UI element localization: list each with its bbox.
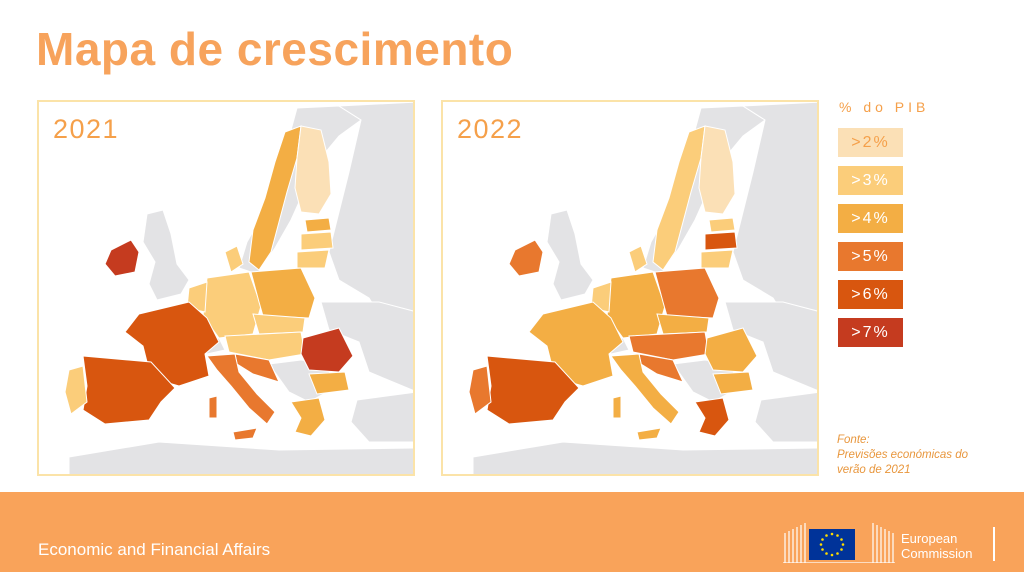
- ireland: [104, 239, 140, 277]
- austria-hungary: [628, 331, 710, 361]
- greece: [290, 397, 326, 437]
- brand-name: European Commission: [901, 531, 973, 561]
- poland: [250, 267, 316, 319]
- africa-region: [68, 441, 413, 474]
- lithuania: [296, 249, 330, 269]
- turkey-region: [754, 392, 817, 443]
- legend-item: >3%: [838, 166, 903, 195]
- page-title: Mapa de crescimento: [36, 23, 514, 75]
- portugal: [64, 365, 88, 415]
- russia-region: [732, 102, 817, 333]
- bulgaria: [712, 371, 754, 395]
- legend-item: >2%: [838, 128, 903, 157]
- czechia-slovakia: [656, 313, 710, 335]
- map-2021: [64, 102, 413, 474]
- eu-stars-icon: [819, 532, 845, 557]
- estonia: [708, 217, 736, 233]
- map-panel-2021: 2021: [37, 100, 415, 476]
- source-line-2: verão de 2021: [837, 464, 911, 476]
- legend-item: >6%: [838, 280, 903, 309]
- legend-item: >5%: [838, 242, 903, 271]
- map-year-2021: 2021: [53, 114, 120, 144]
- ireland: [508, 239, 544, 277]
- finland: [698, 125, 736, 215]
- latvia: [704, 231, 738, 251]
- source-label: Fonte:: [837, 434, 870, 446]
- brand-line-1: European: [901, 531, 958, 546]
- sardinia: [612, 395, 622, 419]
- italy: [206, 353, 276, 425]
- estonia: [304, 217, 332, 233]
- italy: [610, 353, 680, 425]
- portugal: [468, 365, 492, 415]
- finland: [294, 125, 332, 215]
- russia-region: [328, 102, 413, 333]
- legend-item: >4%: [838, 204, 903, 233]
- european-commission-logo: [783, 523, 895, 563]
- africa-region: [472, 441, 817, 474]
- source-line-1: Previsões económicas do: [837, 449, 969, 461]
- denmark: [628, 245, 648, 273]
- austria-hungary: [224, 331, 306, 361]
- brand-line-2: Commission: [901, 546, 973, 561]
- turkey-region: [350, 392, 413, 443]
- footer-text: Economic and Financial Affairs: [38, 540, 271, 559]
- map-year-2022: 2022: [457, 114, 524, 144]
- greece: [694, 397, 730, 437]
- lithuania: [700, 249, 734, 269]
- legend-item: >7%: [838, 318, 903, 347]
- poland: [654, 267, 720, 319]
- source-note: Fonte: Previsões económicas do verão de …: [837, 433, 968, 478]
- bulgaria: [308, 371, 350, 395]
- brand-divider: [993, 527, 995, 561]
- sardinia: [208, 395, 218, 419]
- uk-region: [142, 209, 190, 301]
- sicily: [636, 427, 662, 441]
- sicily: [232, 427, 258, 441]
- legend-title: % do PIB: [839, 99, 930, 115]
- latvia: [300, 231, 334, 251]
- map-2022: [468, 102, 817, 474]
- czechia-slovakia: [252, 313, 306, 335]
- denmark: [224, 245, 244, 273]
- map-panel-2022: 2022: [441, 100, 819, 476]
- uk-region: [546, 209, 594, 301]
